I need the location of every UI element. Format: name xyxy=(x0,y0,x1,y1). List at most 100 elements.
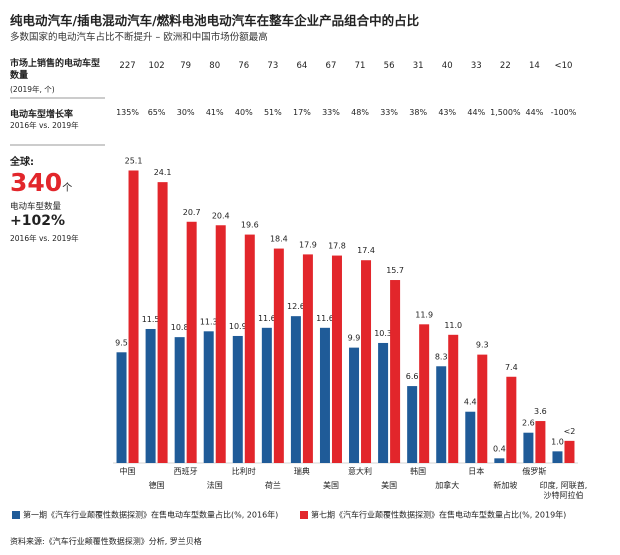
count-value: 102 xyxy=(148,61,165,71)
global-count-unit: 个 xyxy=(62,183,73,194)
count-value: 40 xyxy=(441,61,453,71)
count-value: 67 xyxy=(325,61,337,71)
value-label: 4.4 xyxy=(464,398,477,407)
bar xyxy=(116,352,127,463)
x-tick-label: 加拿大 xyxy=(435,481,460,490)
growth-value: 1,500% xyxy=(490,108,521,117)
x-tick-label: 荷兰 xyxy=(264,481,281,490)
bar xyxy=(494,458,505,463)
chart-title: 纯电动汽车/插电混动汽车/燃料电池电动汽车在整车企业产品组合中的占比 xyxy=(10,13,420,28)
legend-swatch xyxy=(300,511,308,519)
value-label: 20.7 xyxy=(183,208,201,217)
bar xyxy=(157,182,168,463)
row-label: 电动车型增长率 xyxy=(10,110,74,120)
bar xyxy=(436,366,447,463)
count-value: 14 xyxy=(528,61,540,71)
bar xyxy=(215,225,226,463)
bar xyxy=(535,421,546,463)
growth-value: 65% xyxy=(147,108,166,117)
growth-value: 30% xyxy=(176,108,195,117)
bar xyxy=(128,170,139,463)
count-value: <10 xyxy=(554,61,573,71)
value-label: <2 xyxy=(564,427,576,436)
bar xyxy=(465,411,476,463)
x-tick-label: 瑞典 xyxy=(293,467,310,476)
growth-value: 33% xyxy=(322,108,340,117)
x-tick-label: 意大利 xyxy=(348,467,373,476)
bar xyxy=(523,432,534,463)
value-label: 19.6 xyxy=(241,221,259,230)
value-label: 2.6 xyxy=(522,419,535,428)
global-count-note: 电动车型数量 xyxy=(10,202,62,212)
value-label: 11.6 xyxy=(258,314,276,323)
x-tick-label: 印度, 阿联酋, 沙特阿拉伯 xyxy=(539,481,588,500)
value-label: 1.0 xyxy=(551,437,564,446)
global-label: 全球: xyxy=(10,157,34,168)
row-note: 2016年 vs. 2019年 xyxy=(10,121,79,130)
bar xyxy=(331,255,342,463)
value-label: 10.3 xyxy=(374,329,392,338)
value-label: 9.9 xyxy=(348,334,361,343)
bar xyxy=(361,260,372,463)
global-growth: +102% xyxy=(10,213,65,229)
global-count: 340个 xyxy=(10,168,72,197)
global-growth-note: 2016年 vs. 2019年 xyxy=(10,234,79,243)
chart-subtitle: 多数国家的电动汽车占比不断提升 – 欧洲和中国市场份额最高 xyxy=(10,32,268,43)
growth-value: 38% xyxy=(409,108,428,117)
value-label: 11.6 xyxy=(316,314,334,323)
bar xyxy=(419,324,430,463)
x-tick-label: 俄罗斯 xyxy=(522,467,547,476)
x-tick-label: 中国 xyxy=(119,467,136,476)
value-label: 11.0 xyxy=(444,321,462,330)
growth-value: -100% xyxy=(550,108,577,117)
growth-value: 17% xyxy=(293,108,311,117)
value-label: 0.4 xyxy=(493,444,506,453)
count-value: 56 xyxy=(383,61,395,71)
bar xyxy=(244,234,255,463)
bar xyxy=(174,337,185,463)
count-value: 31 xyxy=(412,61,424,71)
count-value: 33 xyxy=(470,61,482,71)
value-label: 17.4 xyxy=(357,246,375,255)
x-tick-label: 比利时 xyxy=(231,467,256,476)
bar xyxy=(378,342,389,463)
value-label: 10.8 xyxy=(171,323,189,332)
value-label: 9.3 xyxy=(476,341,489,350)
x-tick-label: 美国 xyxy=(381,481,398,490)
x-tick-label: 西班牙 xyxy=(173,467,198,476)
legend-label: 第七期《汽车行业颠覆性数据探测》在售电动车型数量占比(%, 2019年) xyxy=(311,510,566,520)
value-label: 15.7 xyxy=(386,266,404,275)
bar xyxy=(349,347,360,463)
value-label: 3.6 xyxy=(534,407,547,416)
bar xyxy=(564,440,575,463)
count-value: 79 xyxy=(180,61,192,71)
bar xyxy=(145,328,156,463)
legend-label: 第一期《汽车行业颠覆性数据探测》在售电动车型数量占比(%, 2016年) xyxy=(23,510,278,520)
bar xyxy=(290,316,301,463)
growth-value: 40% xyxy=(234,108,253,117)
count-value: 80 xyxy=(209,61,221,71)
value-label: 7.4 xyxy=(505,363,518,372)
count-value: 227 xyxy=(119,61,136,71)
bar xyxy=(273,248,284,463)
growth-value: 41% xyxy=(205,108,224,117)
row-note: (2019年, 个) xyxy=(10,85,55,94)
growth-value: 33% xyxy=(380,108,398,117)
bar xyxy=(232,335,243,463)
bar xyxy=(186,221,197,463)
value-label: 9.5 xyxy=(115,338,128,347)
value-label: 20.4 xyxy=(212,211,230,220)
growth-value: 48% xyxy=(351,108,369,117)
value-label: 18.4 xyxy=(270,235,288,244)
value-label: 10.9 xyxy=(229,322,247,331)
legend-swatch xyxy=(12,511,20,519)
growth-value: 44% xyxy=(467,108,486,117)
bar xyxy=(261,327,272,463)
x-tick-label: 美国 xyxy=(322,481,339,490)
count-value: 22 xyxy=(499,61,511,71)
value-label: 8.3 xyxy=(435,352,448,361)
bar xyxy=(506,376,517,463)
bar xyxy=(203,331,214,463)
value-label: 17.9 xyxy=(299,240,317,249)
